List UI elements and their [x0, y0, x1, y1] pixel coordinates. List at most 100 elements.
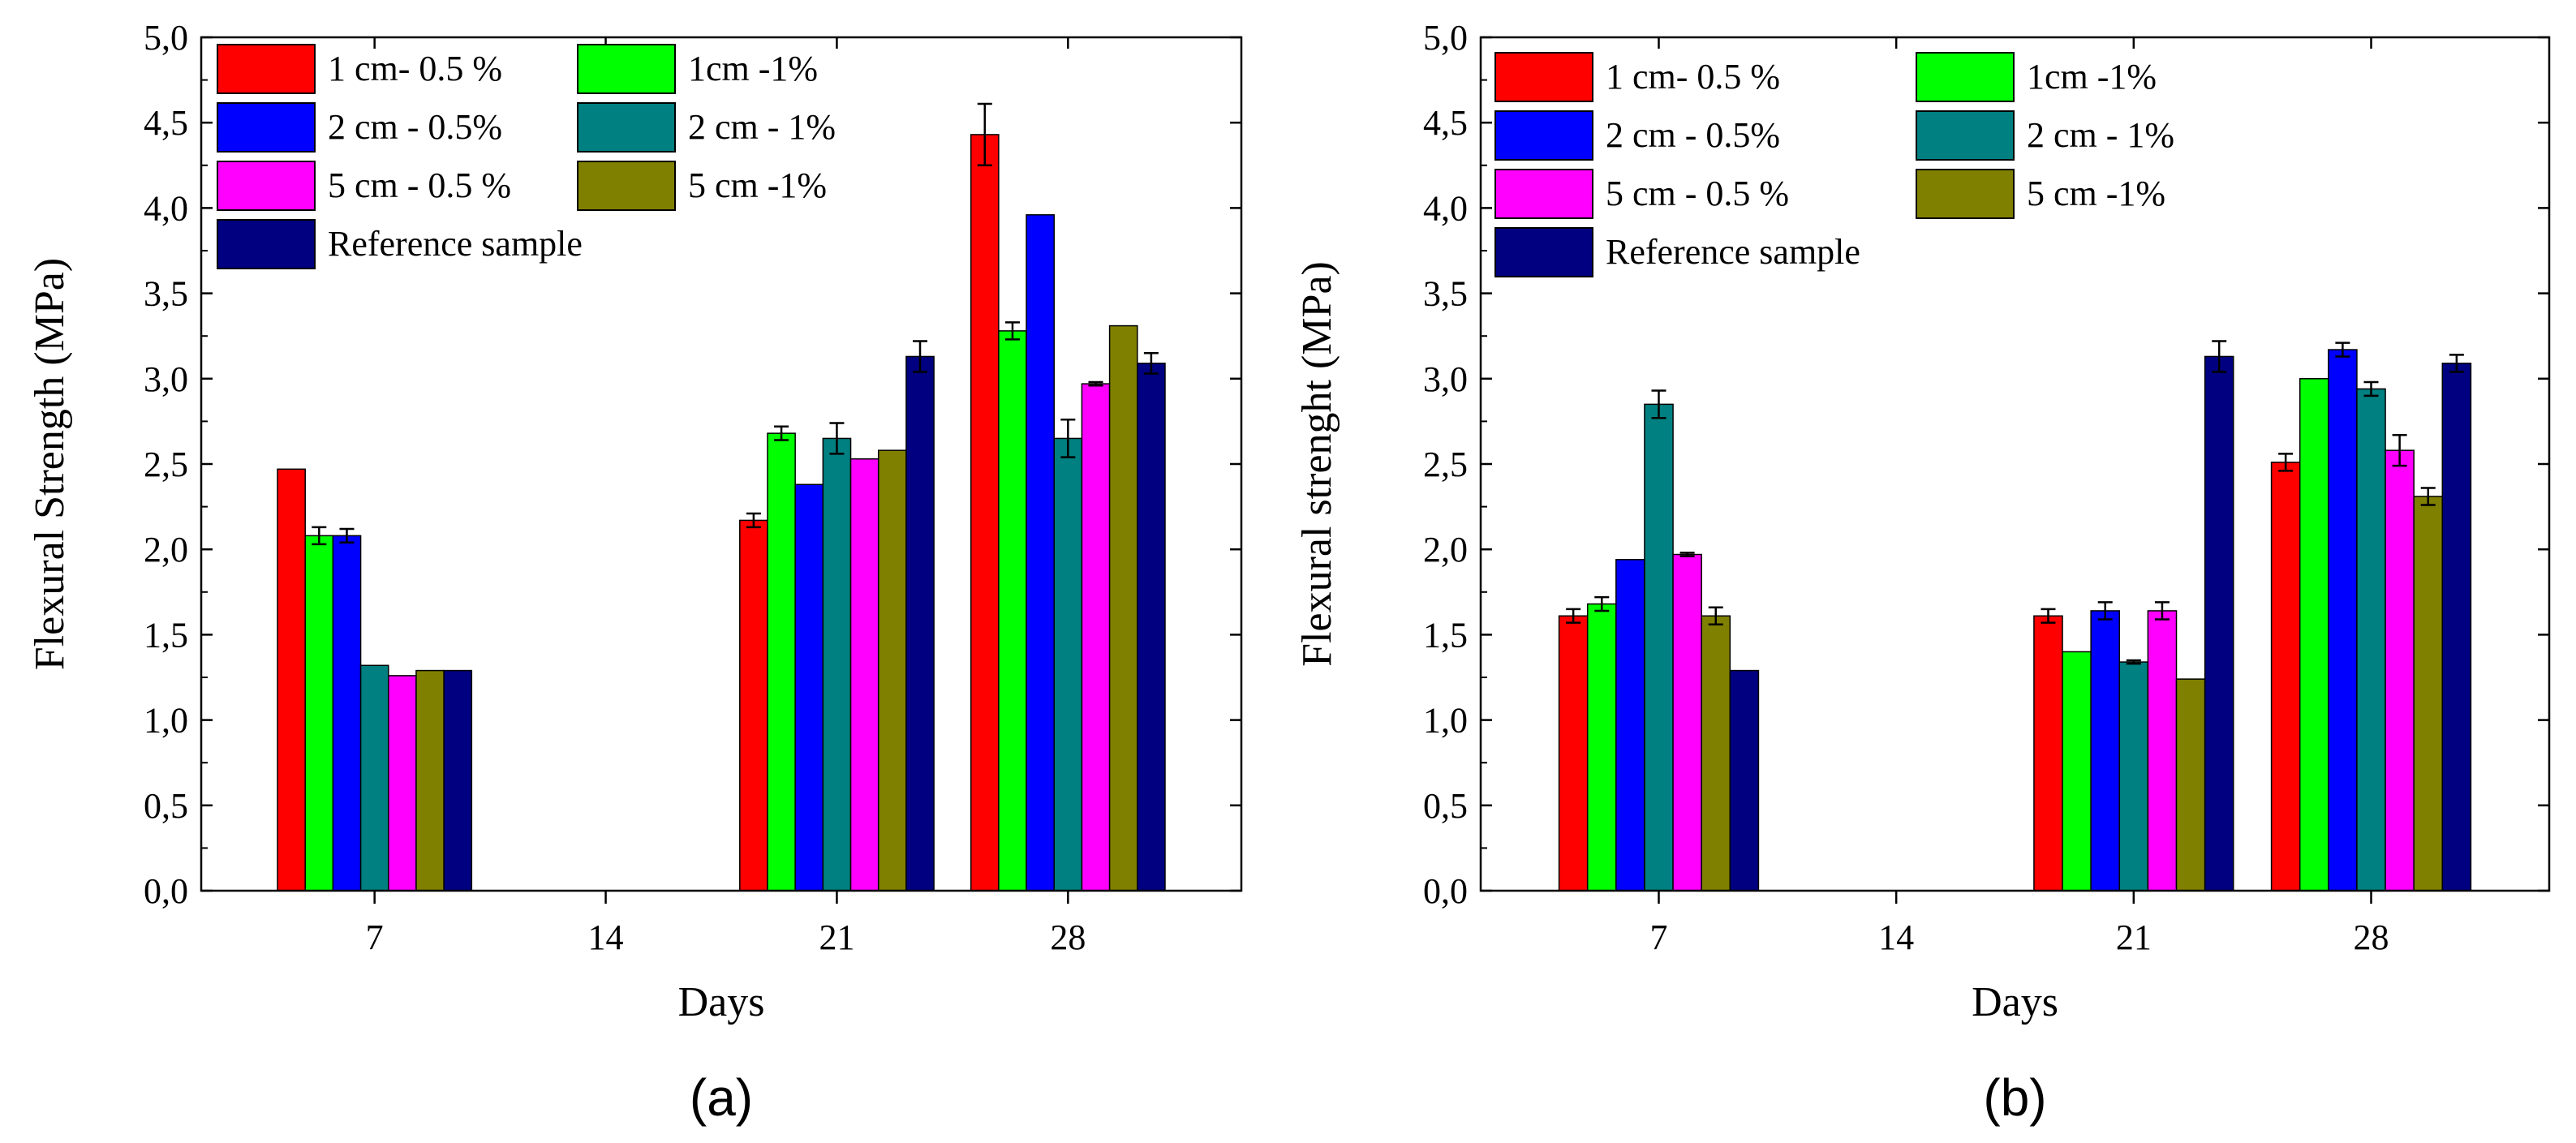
bar: [2413, 496, 2444, 892]
bar: [2204, 355, 2234, 892]
y-tick-label: 1,0: [144, 701, 188, 741]
x-axis-label: Days: [1972, 979, 2058, 1025]
y-tick-label: 4,0: [1423, 188, 1468, 228]
x-axis-label: Days: [678, 979, 765, 1025]
x-tick-label: 7: [1650, 917, 1668, 957]
bar: [998, 330, 1027, 892]
legend-swatch: [1916, 52, 2015, 102]
y-tick-label: 3,0: [1423, 359, 1468, 399]
bar: [767, 432, 796, 892]
legend-label: 1 cm- 0.5 %: [328, 49, 502, 88]
bar: [794, 483, 824, 892]
bar: [2090, 610, 2121, 892]
bar: [739, 519, 768, 892]
bar: [822, 437, 852, 892]
bar: [1586, 603, 1617, 892]
legend-swatch: [217, 102, 316, 153]
y-tick-label: 2,0: [1423, 530, 1468, 569]
y-tick-label: 5,0: [144, 18, 188, 58]
legend-label: 5 cm - 0.5 %: [328, 165, 511, 205]
legend-swatch: [577, 44, 676, 94]
bar: [1137, 363, 1166, 892]
y-tick-label: 4,5: [144, 103, 188, 143]
y-tick-label: 4,0: [144, 188, 188, 228]
bar: [970, 134, 1000, 892]
y-tick-label: 0,5: [1423, 786, 1468, 826]
bar: [2441, 363, 2472, 892]
bar: [1701, 615, 1731, 892]
y-tick-label: 2,0: [144, 530, 188, 569]
bar: [1053, 437, 1083, 892]
y-tick-label: 1,5: [144, 615, 188, 655]
bar: [1026, 214, 1055, 892]
bar: [1108, 324, 1138, 892]
bar: [277, 468, 306, 892]
bar: [1644, 403, 1674, 892]
legend-swatch: [1916, 169, 2015, 219]
y-axis-label: Flexural Strength (MPa): [27, 258, 73, 670]
legend-label: 2 cm - 0.5%: [328, 107, 502, 147]
x-tick-label: 21: [819, 917, 854, 957]
legend-label: 2 cm - 1%: [2027, 115, 2174, 155]
bar: [2062, 651, 2092, 892]
x-tick-label: 7: [366, 917, 384, 957]
bar: [1729, 669, 1760, 892]
bar: [2175, 678, 2206, 892]
bar: [1558, 615, 1589, 892]
legend-label: Reference sample: [1606, 232, 1860, 272]
bar: [2118, 661, 2149, 892]
bar: [1672, 553, 1702, 892]
y-tick-label: 0,0: [1423, 871, 1468, 911]
legend-swatch: [1494, 110, 1593, 161]
x-tick-label: 28: [1050, 917, 1086, 957]
legend-swatch: [1494, 227, 1593, 277]
x-tick-label: 14: [588, 917, 624, 957]
chart-b: 0,0 0,5 1,0 1,5 2,0 2,5 3,0 3,5 4,0 4,5 5,0 7 14 21 28…: [1294, 18, 2551, 1127]
bar: [2147, 610, 2178, 892]
y-tick-label: 5,0: [1423, 18, 1468, 58]
bar: [1081, 383, 1111, 892]
bar: [415, 669, 445, 892]
bar: [2385, 449, 2415, 892]
y-tick-label: 2,5: [144, 445, 188, 484]
y-tick-label: 3,5: [1423, 274, 1468, 314]
legend-label: 5 cm - 0.5 %: [1606, 174, 1789, 213]
bar: [2299, 378, 2329, 892]
bar: [2033, 615, 2063, 892]
legend-swatch: [1494, 169, 1593, 219]
bar: [2328, 349, 2358, 892]
legend-swatch: [217, 44, 316, 94]
legend-swatch: [217, 161, 316, 211]
legend-label: Reference sample: [328, 224, 583, 264]
bar: [332, 535, 362, 892]
panel-label: (b): [1983, 1068, 2046, 1127]
x-tick-label: 21: [2116, 917, 2152, 957]
bar: [877, 449, 907, 892]
y-tick-label: 3,5: [144, 274, 188, 314]
y-tick-label: 1,0: [1423, 701, 1468, 741]
bar: [359, 664, 389, 892]
y-tick-label: 0,5: [144, 786, 188, 826]
bar: [849, 458, 879, 892]
legend-label: 1cm -1%: [2027, 57, 2157, 97]
chart-a: 0,0 0,5 1,0 1,5 2,0 2,5 3,0 3,5 4,0 4,5 5,0 7 14 21 28…: [27, 18, 1243, 1127]
bar: [1615, 559, 1645, 892]
bar: [388, 675, 417, 892]
panel-label: (a): [690, 1068, 753, 1127]
legend-swatch: [577, 161, 676, 211]
bar: [2270, 462, 2301, 892]
legend-swatch: [1916, 110, 2015, 161]
legend-label: 2 cm - 1%: [688, 107, 836, 147]
y-tick-label: 1,5: [1423, 615, 1468, 655]
legend-swatch: [217, 219, 316, 269]
legend-label: 5 cm -1%: [2027, 174, 2165, 213]
x-tick-label: 14: [1878, 917, 1914, 957]
legend-label: 2 cm - 0.5%: [1606, 115, 1780, 155]
legend-label: 1cm -1%: [688, 49, 818, 88]
bar: [2356, 388, 2386, 892]
y-tick-label: 2,5: [1423, 445, 1468, 484]
y-axis-label: Flexural strenght (MPa): [1294, 261, 1340, 667]
bar: [443, 669, 473, 892]
